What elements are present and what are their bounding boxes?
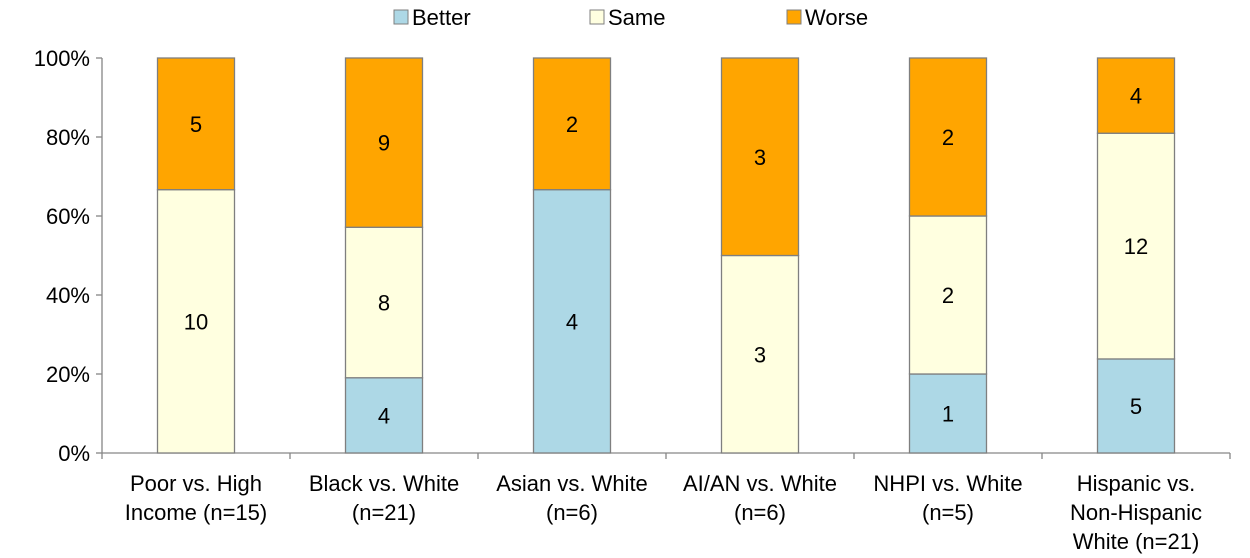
bar-segment-worse <box>908 57 988 217</box>
x-category-label: NHPI vs. White (n=5) <box>873 471 1022 525</box>
x-category-label: AI/AN vs. White (n=6) <box>683 471 837 525</box>
bar-segment-same <box>344 226 424 379</box>
y-tick-label: 0% <box>58 441 90 466</box>
legend: Better Same Worse <box>393 5 868 30</box>
bar-segment-better <box>908 373 988 454</box>
bar-segment-better <box>532 189 612 454</box>
x-axis: Poor vs. High Income (n=15) Black vs. Whit… <box>101 452 1231 554</box>
x-category-label: Hispanic vs. Non-Hispanic White (n=21) <box>1070 471 1202 554</box>
bar-segment-same <box>908 215 988 375</box>
data-label-same: 10 <box>184 309 208 334</box>
y-tick-label: 20% <box>46 362 90 387</box>
data-label-same: 12 <box>1124 234 1148 259</box>
bar-segment-worse <box>156 57 236 191</box>
legend-label-same: Same <box>608 5 665 30</box>
legend-swatch-better <box>393 9 409 25</box>
legend-swatch-worse <box>786 9 802 25</box>
data-label-worse: 9 <box>378 131 390 156</box>
data-label-same: 3 <box>754 342 766 367</box>
data-label-better: 4 <box>378 403 390 428</box>
y-tick-label: 60% <box>46 204 90 229</box>
legend-label-better: Better <box>412 5 471 30</box>
bar-segment-worse <box>532 57 612 191</box>
data-label-same: 8 <box>378 291 390 316</box>
x-category-label: Asian vs. White (n=6) <box>496 471 648 525</box>
data-label-worse: 2 <box>942 125 954 150</box>
bar-segment-same <box>1096 132 1176 360</box>
bar-segment-worse <box>1096 57 1176 134</box>
data-label-better: 5 <box>1130 394 1142 419</box>
y-axis: 0% 20% 40% 60% 80% 100% <box>34 46 103 466</box>
bar-segment-same <box>156 189 236 454</box>
legend-label-worse: Worse <box>805 5 868 30</box>
data-label-worse: 5 <box>190 112 202 137</box>
bar-segment-better <box>1096 358 1176 454</box>
x-category-label: Black vs. White (n=21) <box>309 471 459 525</box>
data-label-worse: 3 <box>754 145 766 170</box>
bar-segment-same <box>720 254 800 454</box>
bar-segment-better <box>344 377 424 454</box>
data-label-better: 1 <box>942 402 954 427</box>
data-label-worse: 2 <box>566 112 578 137</box>
bar-segment-worse <box>344 57 424 228</box>
y-tick-label: 40% <box>46 283 90 308</box>
y-tick-label: 100% <box>34 46 90 71</box>
data-label-same: 2 <box>942 283 954 308</box>
x-category-label: Poor vs. High Income (n=15) <box>125 471 267 525</box>
bar-segment-worse <box>720 57 800 257</box>
data-label-worse: 4 <box>1130 84 1142 109</box>
data-label-better: 4 <box>566 309 578 334</box>
y-tick-label: 80% <box>46 125 90 150</box>
legend-swatch-same <box>589 9 605 25</box>
